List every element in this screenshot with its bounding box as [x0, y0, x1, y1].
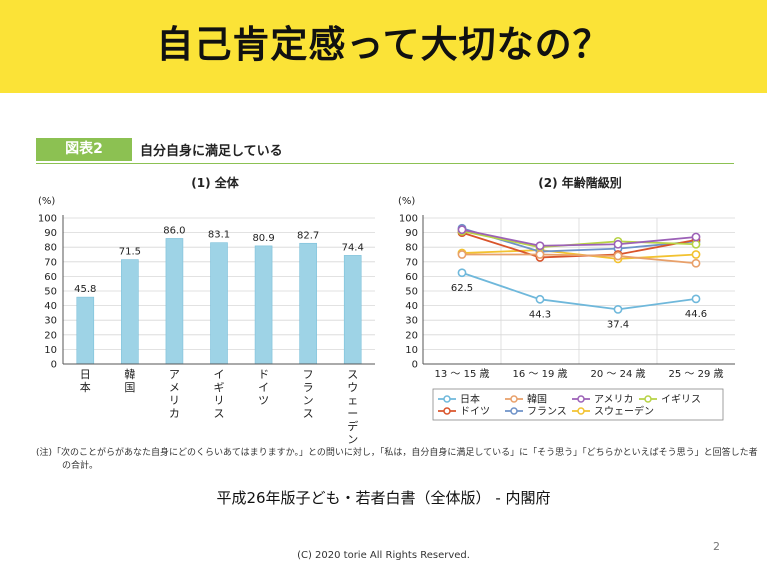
line-category-label: 25 ～ 29 歳: [669, 368, 724, 380]
series-point: [691, 250, 701, 259]
bar-category-label: アメリカ: [169, 368, 180, 420]
figure-divider: [36, 163, 734, 164]
bar-value-label: 45.8: [74, 284, 96, 295]
line-y-tick-label: 10: [405, 345, 418, 356]
legend-swatch-marker: [443, 407, 451, 415]
legend-label: ドイツ: [460, 407, 490, 418]
series-point: [457, 250, 467, 259]
page-number: 2: [713, 540, 720, 553]
series-point: [457, 268, 467, 278]
legend-label: イギリス: [661, 394, 701, 406]
bar-y-tick-label: 10: [44, 345, 57, 356]
series-point: [691, 239, 701, 249]
legend-label: フランス: [527, 406, 567, 418]
line-data-label: 37.4: [607, 319, 629, 330]
series-point: [613, 304, 623, 314]
line-chart-title: (2) 年齢階級別: [538, 175, 622, 190]
line-category-label: 16 ～ 19 歳: [513, 368, 568, 380]
line-data-label: 44.6: [685, 309, 707, 320]
line-y-tick-label: 80: [405, 243, 418, 254]
line-y-tick-label: 40: [405, 301, 418, 312]
legend-swatch-marker: [510, 395, 518, 403]
bar-value-label: 80.9: [252, 233, 274, 244]
line-category-label: 20 ～ 24 歳: [591, 368, 646, 380]
line-y-tick-label: 70: [405, 257, 418, 268]
series-point: [691, 258, 701, 268]
line-data-label: 44.3: [529, 309, 551, 320]
figure-note-continued: の合計。: [62, 461, 99, 471]
bar-category-label: フランス: [303, 368, 314, 420]
bar-category-label: ドイツ: [258, 368, 269, 407]
bar-y-tick-label: 90: [44, 228, 57, 239]
bar-chart-ylabel: (%): [38, 196, 55, 207]
legend-swatch-marker: [443, 395, 451, 403]
bar-value-label: 71.5: [119, 247, 141, 258]
series-point: [691, 232, 701, 242]
series-point: [535, 294, 545, 304]
line-y-tick-label: 30: [405, 316, 418, 327]
series-point: [535, 241, 545, 251]
bar-value-label: 82.7: [297, 230, 319, 241]
bar-y-tick-label: 80: [44, 243, 57, 254]
legend-label: アメリカ: [594, 394, 634, 406]
legend-label: スウェーデン: [594, 405, 654, 418]
bar-y-tick-label: 0: [51, 360, 57, 371]
series-line: [461, 228, 697, 247]
line-y-tick-label: 60: [405, 272, 418, 283]
bar-category-label: スウェーデン: [347, 368, 358, 446]
bar-value-label: 83.1: [208, 230, 230, 241]
bar-y-tick-label: 60: [44, 272, 57, 283]
line-y-tick-label: 20: [405, 330, 418, 341]
legend-swatch-marker: [510, 407, 518, 415]
line-y-tick-label: 100: [399, 214, 418, 225]
bar-y-tick-label: 50: [44, 287, 57, 298]
bar-category-label: 韓国: [124, 368, 135, 394]
figure-title: 自分自身に満足している: [140, 144, 283, 159]
series-point: [613, 239, 623, 249]
bar-category-label: 日本: [80, 368, 91, 394]
legend-label: 日本: [460, 393, 480, 406]
source-citation: 平成26年版子ども・若者白書（全体版） - 内閣府: [216, 489, 551, 507]
bar-y-tick-label: 30: [44, 316, 57, 327]
legend-swatch-marker: [644, 395, 652, 403]
legend-swatch-marker: [577, 407, 585, 415]
series-line: [462, 253, 697, 265]
bar-y-tick-label: 20: [44, 330, 57, 341]
bar-chart-title: (1) 全体: [191, 175, 239, 190]
copyright-notice: (C) 2020 torie All Rights Reserved.: [297, 550, 470, 561]
legend-label: 韓国: [527, 394, 547, 406]
bar-y-tick-label: 40: [44, 301, 57, 312]
title-banner: 自己肯定感って大切なの？: [0, 0, 767, 93]
figure-badge: 図表2: [36, 138, 132, 161]
series-point: [613, 251, 623, 261]
slide-title: 自己肯定感って大切なの？: [156, 23, 611, 66]
line-chart-ylabel: (%): [398, 196, 415, 207]
series-point: [535, 250, 545, 259]
series-point: [457, 225, 467, 235]
series-line: [461, 271, 697, 311]
bar-value-label: 86.0: [163, 225, 185, 236]
line-chart-legend: [432, 388, 724, 421]
bar-y-tick-label: 100: [38, 214, 57, 225]
bar-category-label: イギリス: [214, 368, 225, 420]
legend-swatch-marker: [577, 395, 585, 403]
line-y-tick-label: 50: [405, 287, 418, 298]
bar-value-label: 74.4: [342, 242, 364, 253]
line-category-label: 13 ～ 15 歳: [435, 368, 490, 380]
series-point: [691, 294, 701, 304]
figure-note: (注)「次のことがらがあなた自身にどのくらいあてはまりますか。」との問いに対し，…: [36, 448, 758, 458]
line-y-tick-label: 0: [412, 360, 418, 371]
line-data-label: 62.5: [451, 283, 473, 294]
bar-y-tick-label: 70: [44, 257, 57, 268]
line-y-tick-label: 90: [405, 228, 418, 239]
